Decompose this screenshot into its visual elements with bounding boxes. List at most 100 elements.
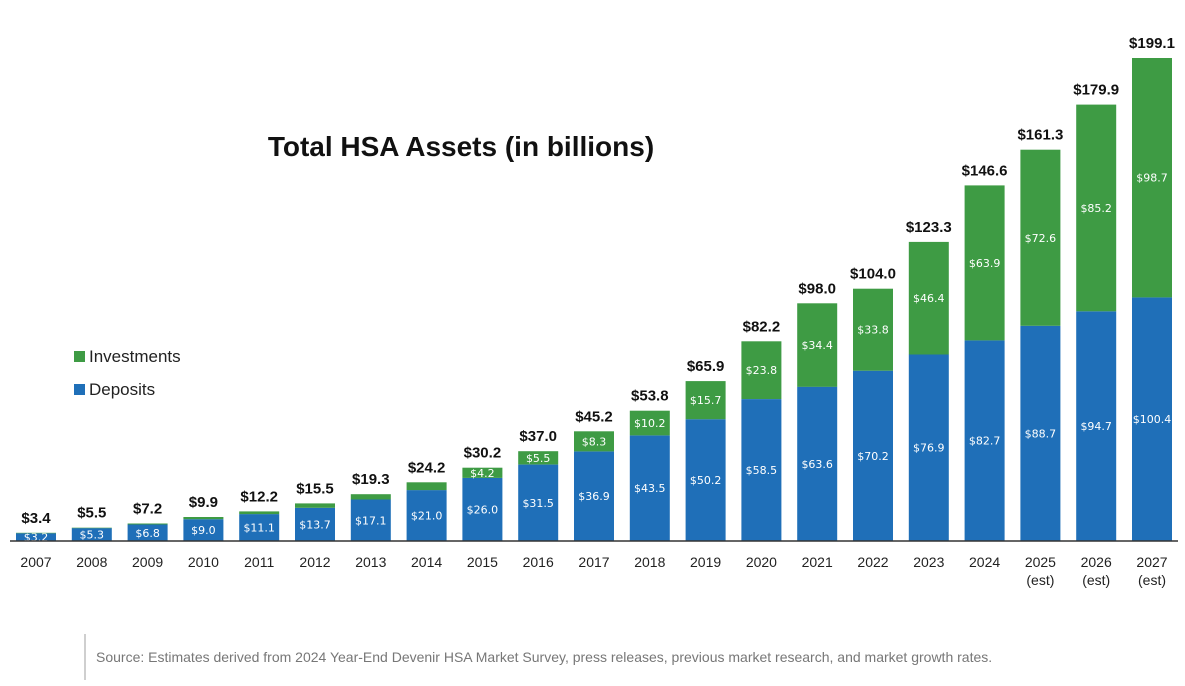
bar-group: $26.0 $4.2 $30.2 2015 bbox=[462, 445, 503, 570]
x-tick-label: (est) bbox=[1082, 572, 1110, 588]
total-value-label: $123.3 bbox=[906, 219, 952, 236]
bar-investments bbox=[239, 511, 280, 515]
legend-label: Investments bbox=[89, 347, 181, 366]
total-value-label: $3.4 bbox=[21, 510, 51, 527]
bar-group: $76.9 $46.4 $123.3 2023 bbox=[906, 219, 952, 570]
x-tick-label: 2009 bbox=[132, 554, 163, 570]
investments-value-label: $23.8 bbox=[746, 364, 778, 377]
bar-investments bbox=[462, 467, 503, 478]
bar-group: $36.9 $8.3 $45.2 2017 bbox=[574, 408, 614, 570]
x-tick-label: 2025 bbox=[1025, 554, 1056, 570]
bar-deposits bbox=[295, 507, 335, 541]
total-value-label: $82.2 bbox=[743, 318, 781, 335]
legend-swatch bbox=[74, 384, 85, 395]
bar-investments bbox=[964, 185, 1005, 341]
bar-deposits bbox=[127, 524, 168, 541]
bar-investments bbox=[1020, 149, 1061, 326]
x-tick-label: 2007 bbox=[20, 554, 51, 570]
bar-group: $50.2 $15.7 $65.9 2019 bbox=[685, 358, 726, 570]
x-tick-label: (est) bbox=[1026, 572, 1054, 588]
bar-deposits bbox=[71, 528, 112, 541]
bar-investments bbox=[71, 527, 112, 529]
bar-investments bbox=[853, 288, 893, 371]
bar-deposits bbox=[574, 451, 614, 541]
bar-group: $43.5 $10.2 $53.8 2018 bbox=[629, 388, 670, 570]
deposits-value-label: $76.9 bbox=[913, 442, 945, 455]
deposits-value-label: $5.3 bbox=[80, 529, 105, 542]
deposits-value-label: $82.7 bbox=[969, 435, 1001, 448]
total-value-label: $7.2 bbox=[133, 501, 162, 518]
bar-deposits bbox=[406, 490, 447, 541]
investments-value-label: $72.6 bbox=[1025, 232, 1057, 245]
bar-group: $6.8 $7.2 2009 bbox=[127, 501, 168, 570]
deposits-value-label: $100.4 bbox=[1133, 413, 1172, 426]
investments-value-label: $46.4 bbox=[913, 292, 945, 305]
bar-deposits bbox=[685, 419, 726, 541]
total-value-label: $161.3 bbox=[1017, 127, 1063, 144]
bar-investments bbox=[127, 523, 168, 525]
legend: Investments Deposits bbox=[74, 347, 181, 399]
bar-deposits bbox=[853, 370, 893, 541]
chart-title: Total HSA Assets (in billions) bbox=[268, 131, 654, 162]
bar-group: $13.7 $15.5 2012 bbox=[295, 480, 335, 570]
bar-investments bbox=[518, 451, 559, 465]
bar-deposits bbox=[741, 399, 782, 541]
investments-value-label: $4.2 bbox=[470, 467, 495, 480]
x-tick-label: 2015 bbox=[467, 554, 498, 570]
total-value-label: $5.5 bbox=[77, 505, 106, 522]
bar-group: $58.5 $23.8 $82.2 2020 bbox=[741, 318, 782, 570]
deposits-value-label: $21.0 bbox=[411, 510, 443, 523]
bar-group: $31.5 $5.5 $37.0 2016 bbox=[518, 428, 559, 570]
x-tick-label: 2026 bbox=[1081, 554, 1112, 570]
bar-deposits bbox=[964, 340, 1005, 541]
bar-investments bbox=[797, 303, 838, 387]
bar-deposits bbox=[16, 533, 56, 541]
bar-deposits bbox=[1132, 297, 1172, 541]
bar-group: $17.1 $19.3 2013 bbox=[350, 471, 391, 570]
deposits-value-label: $17.1 bbox=[355, 514, 387, 527]
bar-group: $94.7 $85.2 $179.9 2026 (est) bbox=[1073, 82, 1119, 588]
total-value-label: $104.0 bbox=[850, 266, 896, 283]
deposits-value-label: $6.8 bbox=[135, 527, 160, 540]
bar-deposits bbox=[183, 519, 224, 541]
deposits-value-label: $70.2 bbox=[857, 450, 889, 463]
bar-deposits bbox=[1076, 311, 1117, 541]
bar-investments bbox=[908, 241, 949, 355]
x-tick-label: 2010 bbox=[188, 554, 219, 570]
x-tick-label: 2018 bbox=[634, 554, 665, 570]
bar-group: $88.7 $72.6 $161.3 2025 (est) bbox=[1017, 127, 1063, 588]
investments-value-label: $15.7 bbox=[690, 394, 722, 407]
bar-investments bbox=[350, 494, 391, 500]
deposits-value-label: $50.2 bbox=[690, 474, 722, 487]
deposits-value-label: $63.6 bbox=[801, 458, 833, 471]
bar-investments bbox=[629, 410, 670, 436]
bar-deposits bbox=[908, 354, 949, 541]
x-tick-label: 2016 bbox=[523, 554, 554, 570]
x-tick-label: 2012 bbox=[299, 554, 330, 570]
bar-investments bbox=[1132, 58, 1172, 298]
x-tick-label: 2014 bbox=[411, 554, 442, 570]
deposits-value-label: $13.7 bbox=[299, 518, 331, 531]
x-tick-label: 2022 bbox=[857, 554, 888, 570]
x-tick-label: 2024 bbox=[969, 554, 1000, 570]
x-tick-label: 2023 bbox=[913, 554, 944, 570]
total-value-label: $65.9 bbox=[687, 358, 725, 375]
bar-group: $9.0 $9.9 2010 bbox=[183, 494, 224, 570]
total-value-label: $53.8 bbox=[631, 388, 669, 405]
total-value-label: $179.9 bbox=[1073, 82, 1119, 99]
source-text: Source: Estimates derived from 2024 Year… bbox=[96, 649, 993, 665]
x-tick-label: 2021 bbox=[802, 554, 833, 570]
investments-value-label: $63.9 bbox=[969, 257, 1001, 270]
deposits-value-label: $9.0 bbox=[191, 524, 216, 537]
bar-investments bbox=[183, 517, 224, 520]
deposits-value-label: $88.7 bbox=[1025, 427, 1057, 440]
total-value-label: $146.6 bbox=[962, 162, 1008, 179]
deposits-value-label: $36.9 bbox=[578, 490, 610, 503]
bar-investments bbox=[574, 431, 614, 452]
bar-deposits bbox=[239, 514, 280, 541]
deposits-value-label: $58.5 bbox=[746, 464, 778, 477]
total-value-label: $9.9 bbox=[189, 494, 218, 511]
bar-deposits bbox=[1020, 325, 1061, 541]
legend-swatch bbox=[74, 351, 85, 362]
